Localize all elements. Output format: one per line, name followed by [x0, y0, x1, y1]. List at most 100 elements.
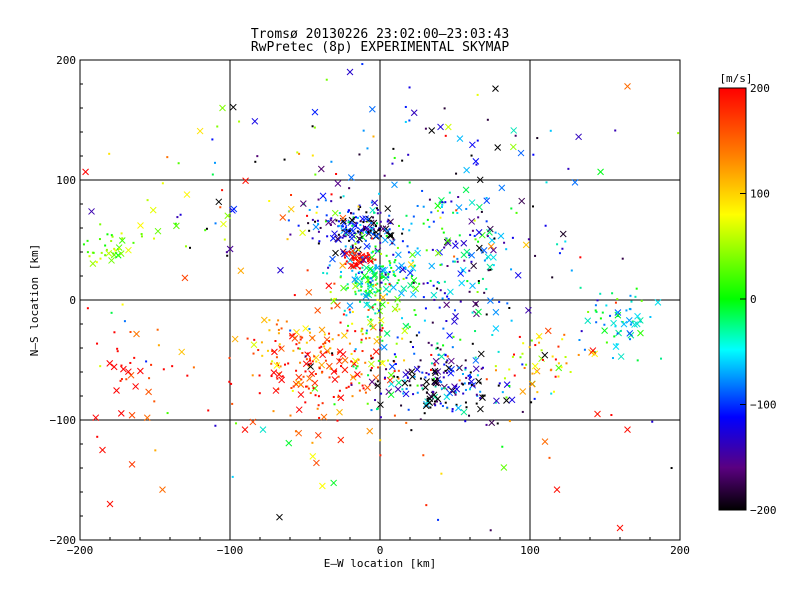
data-point	[578, 338, 581, 341]
data-point-cross	[229, 103, 237, 111]
data-point	[485, 196, 488, 199]
data-point	[358, 267, 361, 270]
data-point	[579, 256, 582, 259]
data-point	[339, 275, 342, 278]
data-point	[442, 231, 445, 234]
data-point	[441, 297, 444, 300]
data-point	[96, 435, 99, 438]
data-point	[434, 404, 437, 407]
data-point-cross	[341, 356, 349, 364]
data-point-cross	[428, 262, 436, 270]
data-point	[480, 210, 483, 213]
data-point	[552, 390, 555, 393]
data-point	[479, 381, 482, 384]
data-point	[508, 306, 511, 309]
data-point-cross	[480, 247, 488, 254]
data-point	[390, 266, 393, 269]
data-point-cross	[366, 427, 374, 435]
data-point-cross	[311, 108, 319, 116]
data-point	[275, 356, 278, 359]
data-point	[308, 208, 311, 211]
data-point	[452, 211, 455, 214]
data-point	[370, 231, 373, 234]
data-point-cross	[409, 264, 417, 272]
data-point	[327, 350, 330, 353]
data-point	[601, 311, 604, 314]
data-point	[492, 264, 495, 267]
data-point	[307, 222, 310, 225]
data-point	[104, 254, 107, 257]
data-point	[367, 285, 370, 288]
data-point-cross	[250, 341, 258, 349]
data-point	[345, 228, 348, 231]
data-point-cross	[271, 348, 278, 356]
data-point	[381, 339, 384, 342]
data-point	[351, 244, 354, 247]
data-point	[343, 235, 346, 238]
data-point	[442, 376, 445, 379]
data-point	[505, 396, 508, 399]
data-point	[395, 308, 398, 311]
data-point	[344, 235, 347, 238]
data-point	[372, 272, 375, 275]
data-point-cross	[334, 180, 342, 187]
data-point	[427, 373, 430, 376]
data-point	[549, 369, 552, 372]
data-point	[513, 374, 516, 377]
data-point	[289, 329, 292, 332]
data-point	[354, 348, 357, 351]
data-point	[444, 369, 447, 372]
grid	[80, 60, 680, 540]
data-point	[446, 295, 449, 298]
data-point-cross	[446, 332, 453, 339]
data-point	[393, 414, 396, 417]
data-point-cross	[330, 479, 338, 487]
data-point	[100, 251, 103, 254]
colorbar-ticks: 200 100 0 −100 −200	[740, 82, 777, 517]
data-point	[364, 239, 367, 242]
data-point	[351, 256, 354, 259]
data-point	[370, 237, 373, 240]
data-point	[462, 383, 465, 386]
data-point	[317, 222, 320, 225]
data-point	[384, 273, 387, 276]
data-point	[522, 342, 525, 345]
data-point	[466, 280, 469, 283]
data-point	[328, 264, 331, 267]
data-point	[346, 283, 349, 286]
data-point	[631, 320, 634, 323]
data-point	[311, 125, 314, 128]
data-point	[521, 363, 524, 366]
data-point	[385, 332, 388, 335]
data-point-cross	[352, 282, 359, 290]
data-point	[361, 266, 364, 269]
data-point	[570, 269, 573, 272]
data-point-cross	[128, 460, 136, 468]
data-point	[377, 229, 380, 232]
data-point-cross	[133, 330, 140, 338]
data-point	[290, 387, 293, 390]
data-point	[360, 328, 363, 331]
data-point	[400, 404, 403, 407]
data-point	[452, 260, 455, 263]
data-point	[322, 271, 325, 274]
data-point	[401, 240, 404, 243]
data-point-cross	[470, 262, 478, 270]
data-point-cross	[544, 327, 552, 335]
data-point	[353, 277, 356, 280]
data-point-cross	[371, 199, 379, 207]
data-point	[317, 404, 320, 407]
data-point-cross	[382, 285, 390, 293]
data-point-cross	[277, 266, 284, 274]
data-point	[376, 212, 379, 215]
data-point	[337, 233, 340, 236]
data-point	[476, 374, 479, 377]
data-point-cross	[341, 250, 348, 258]
data-point	[403, 379, 406, 382]
data-point	[305, 341, 308, 344]
data-point-cross	[143, 414, 151, 422]
data-point	[464, 388, 467, 391]
data-point	[216, 125, 219, 128]
data-point	[595, 321, 598, 324]
data-point-cross	[500, 464, 508, 471]
